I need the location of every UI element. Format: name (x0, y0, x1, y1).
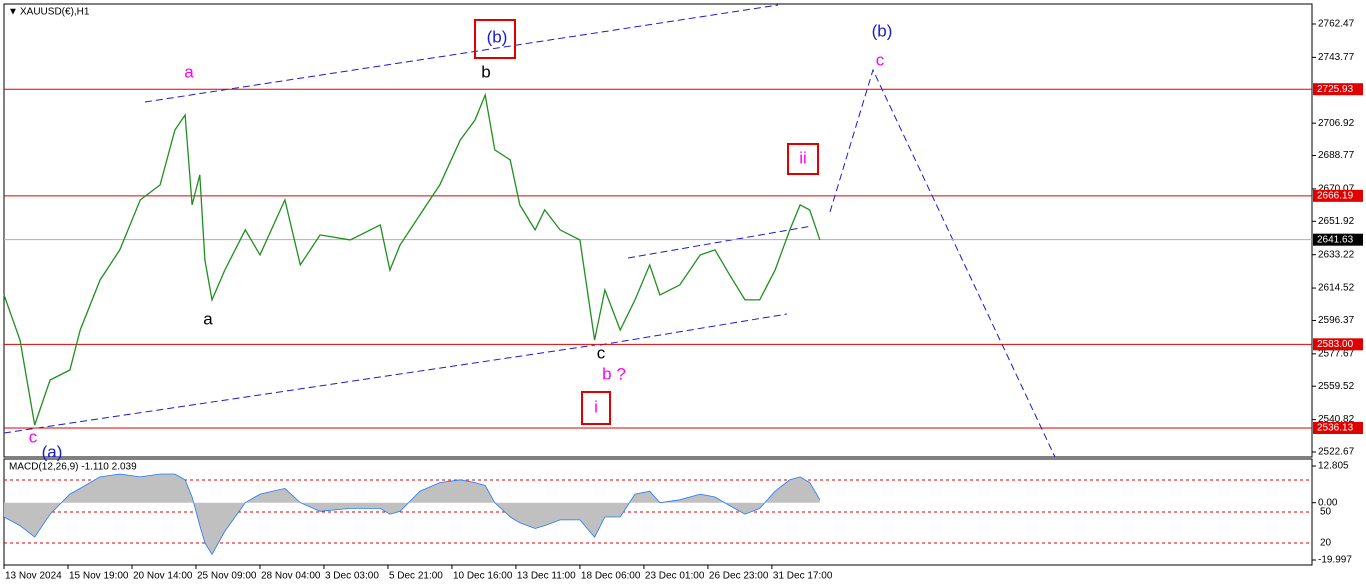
y-tick-label: 2596.37 (1318, 315, 1355, 326)
x-tick-label: 28 Nov 04:00 (261, 571, 321, 582)
level-label-bg (1313, 421, 1363, 434)
small-channel-upper (627, 225, 813, 259)
x-tick-label: 13 Dec 11:00 (517, 571, 576, 582)
x-tick-label: 13 Nov 2024 (5, 571, 62, 582)
macd-label: MACD(12,26,9) -1.110 2.039 (9, 462, 137, 473)
trend-lines (3, 4, 1056, 458)
y-tick-label: 2688.77 (1318, 150, 1355, 161)
wave-label: c (29, 427, 38, 446)
macd-y-tick-label: 0.00 (1318, 497, 1338, 508)
wave-label: (b) (487, 27, 508, 46)
main-panel (3, 3, 1313, 458)
channel-lower (3, 344, 596, 434)
wave-labels: a b a (b) b c b ? i ii c (b) c (a) (29, 19, 893, 461)
y-tick-label: 2743.77 (1318, 52, 1355, 63)
x-tick-label: 5 Dec 21:00 (389, 571, 443, 582)
y-tick-label: 2633.22 (1318, 249, 1355, 260)
x-tick-label: 10 Dec 16:00 (453, 571, 513, 582)
level-label: 2725.93 (1317, 84, 1354, 95)
x-tick-label: 25 Nov 09:00 (197, 571, 257, 582)
last-price-label: 2641.63 (1317, 234, 1354, 245)
x-tick-label: 31 Dec 17:00 (773, 571, 833, 582)
price-line (3, 92, 821, 426)
wave-label: ii (799, 148, 807, 167)
macd-line (3, 473, 821, 556)
wave-label: (b) (872, 21, 893, 40)
label-box (787, 143, 819, 175)
channel-upper (144, 4, 779, 103)
y-tick-label: 2540.82 (1318, 414, 1355, 425)
wave-label: b (481, 62, 490, 81)
x-tick-label: 18 Dec 06:00 (581, 571, 641, 582)
x-tick-label: 15 Nov 19:00 (69, 571, 129, 582)
macd-y-tick-label: -19.997 (1318, 555, 1352, 566)
wave-label: i (594, 397, 598, 416)
wave-label: a (203, 309, 213, 328)
x-tick-label: 23 Dec 01:00 (645, 571, 705, 582)
x-tick-label: 26 Dec 23:00 (709, 571, 769, 582)
small-channel-lower (599, 313, 788, 346)
macd-label-extra: 50 (1320, 507, 1332, 518)
last-price-bg (1313, 233, 1363, 246)
wave-label: c (597, 343, 606, 362)
macd-label-extra: 20 (1320, 538, 1332, 549)
y-tick-label: 2577.67 (1318, 348, 1355, 359)
y-tick-label: 2614.52 (1318, 283, 1355, 294)
level-label-bg (1313, 338, 1363, 351)
y-tick-label: 2651.92 (1318, 216, 1355, 227)
level-label: 2583.00 (1317, 339, 1354, 350)
macd-histogram (4, 474, 820, 555)
y-tick-label: 2559.52 (1318, 381, 1355, 392)
y-tick-label: 2706.92 (1318, 118, 1355, 129)
level-label-bg (1313, 83, 1363, 96)
wave-label: c (876, 50, 885, 69)
label-box (581, 391, 611, 425)
wave-label: a (184, 62, 194, 81)
x-tick-label: 3 Dec 03:00 (325, 571, 379, 582)
x-tick-label: 20 Nov 14:00 (133, 571, 193, 582)
chart-title: XAUUSD(€),H1 (20, 7, 90, 18)
level-label-bg (1313, 189, 1363, 202)
wave-label: (a) (42, 442, 63, 461)
label-box (474, 19, 516, 59)
level-label: 2666.19 (1317, 190, 1354, 201)
wave-label: b ? (602, 364, 626, 383)
menu-arrow: ▼ (8, 7, 18, 18)
y-tick-label: 2670.07 (1318, 184, 1355, 195)
level-label: 2536.13 (1317, 423, 1354, 434)
y-tick-label: 2762.47 (1318, 19, 1355, 30)
forecast-path (829, 68, 1056, 458)
macd-y-tick-label: 12.805 (1318, 461, 1349, 472)
y-tick-label: 2522.67 (1318, 447, 1355, 458)
